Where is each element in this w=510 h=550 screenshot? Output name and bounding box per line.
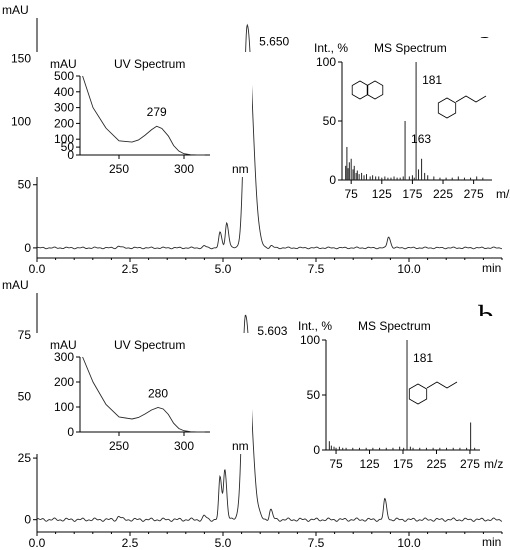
uv-title: UV Spectrum <box>114 338 185 352</box>
uv-x-tick-label: 300 <box>174 162 194 176</box>
ms-y-tick-label: 0 <box>329 173 336 187</box>
ms-y-label: Int., % <box>298 319 332 333</box>
ms-y-label: Int., % <box>314 41 348 55</box>
peak-rt-label: 5.650 <box>259 35 289 49</box>
x-tick-label: 2.5 <box>122 262 139 276</box>
uv-y-tick-label: 200 <box>54 116 74 130</box>
x-tick-label: 2.5 <box>122 536 139 550</box>
y-tick-label: 25 <box>18 451 32 465</box>
ms-y-tick-label: 100 <box>316 55 336 69</box>
ms-y-tick-label: 50 <box>307 388 321 402</box>
y-axis-label: mAU <box>2 3 29 17</box>
uv-title: UV Spectrum <box>114 57 185 71</box>
uv-spectrum-inset: UV Spectrum mAU nm 250 300 0 100 200 300 280 <box>32 333 252 454</box>
uv-x-tick-label: 250 <box>109 439 129 453</box>
y-tick-label: 100 <box>11 115 31 129</box>
ms-peak-label: 181 <box>413 351 433 365</box>
uv-y-tick-label: 200 <box>54 375 74 389</box>
y-tick-label: 75 <box>18 328 32 342</box>
ms-x-tick-label: 75 <box>345 187 359 201</box>
uv-y-tick-label: 300 <box>54 101 74 115</box>
ms-title: MS Spectrum <box>358 319 431 333</box>
uv-y-label: mAU <box>50 338 77 352</box>
y-tick-label: 150 <box>11 51 31 65</box>
chromatogram-b: mAU min 0.0 2.5 5.0 7.5 10.0 0 25 50 75 5.603 UV Spe… <box>2 278 503 550</box>
x-tick-label: 0.0 <box>29 536 46 550</box>
ms-x-label: m/z <box>496 187 510 201</box>
ms-x-tick-label: 125 <box>360 457 380 471</box>
uv-x-tick-label: 300 <box>174 439 194 453</box>
ms-inset-background <box>310 38 510 201</box>
propanoic-chain <box>426 381 458 389</box>
ms-peak-label: 163 <box>411 132 431 146</box>
uv-inset-background <box>32 52 252 177</box>
x-tick-label: 10.0 <box>397 536 421 550</box>
ms-x-tick-label: 175 <box>402 187 422 201</box>
chromatogram-trace <box>36 23 503 250</box>
uv-y-label: mAU <box>50 57 77 71</box>
uv-y-tick-label: 300 <box>54 350 74 364</box>
ms-x-tick-label: 125 <box>372 187 392 201</box>
uv-spectrum-line <box>82 356 205 433</box>
ms-peak-label: 181 <box>422 73 442 87</box>
x-tick-label: 7.5 <box>308 536 325 550</box>
uv-y-tick-label: 0 <box>67 425 74 439</box>
y-tick-label: 0 <box>24 513 31 527</box>
y-axis-label: mAU <box>2 278 29 292</box>
y-tick-label: 0 <box>24 241 31 255</box>
uv-x-tick-label: 250 <box>109 162 129 176</box>
ms-inset-background <box>294 316 503 471</box>
x-tick-label: 5.0 <box>215 262 232 276</box>
uv-y-tick-label: 400 <box>54 85 74 99</box>
x-tick-label: 7.5 <box>308 262 325 276</box>
ms-y-tick-label: 50 <box>323 114 337 128</box>
uv-peak-label: 279 <box>147 105 167 119</box>
ms-x-tick-label: 175 <box>393 457 413 471</box>
peak-rt-label: 5.603 <box>257 324 287 338</box>
uv-x-label: nm <box>232 162 249 176</box>
ms-x-tick-label: 275 <box>464 187 484 201</box>
uv-y-tick-label: 100 <box>54 132 74 146</box>
chromatogram-trace <box>36 314 503 522</box>
uv-x-label: nm <box>232 439 249 453</box>
x-axis-label: min <box>482 535 501 549</box>
ms-spectrum-inset: Int., % MS Spectrum m/z 75 125 175 225 275 0 50 10… <box>310 38 510 201</box>
y-tick-label: 50 <box>18 389 32 403</box>
ms-y-tick-label: 100 <box>300 333 320 347</box>
y-tick-label: 50 <box>18 178 32 192</box>
x-tick-label: 5.0 <box>215 536 232 550</box>
ms-y-tick-label: 0 <box>313 443 320 457</box>
ms-x-tick-label: 275 <box>460 457 480 471</box>
phenyl-ring-structure <box>408 383 428 405</box>
x-axis-label: min <box>482 261 501 275</box>
x-tick-label: 0.0 <box>29 262 46 276</box>
ms-title: MS Spectrum <box>374 41 447 55</box>
uv-y-tick-label: 0 <box>67 148 74 162</box>
ms-spectrum-inset: Int., % MS Spectrum m/z 75 125 175 225 275 0 50 10… <box>294 316 503 471</box>
ms-x-tick-label: 225 <box>433 187 453 201</box>
ms-x-label: m/z <box>484 457 503 471</box>
x-tick-label: 10.0 <box>397 262 421 276</box>
uv-y-tick-label: 100 <box>54 400 74 414</box>
uv-inset-background <box>32 333 252 454</box>
uv-peak-label: 280 <box>148 387 168 401</box>
ms-x-tick-label: 75 <box>329 457 343 471</box>
propanoic-chain <box>455 95 487 103</box>
ms-x-tick-label: 225 <box>426 457 446 471</box>
uv-y-tick-label: 500 <box>54 69 74 83</box>
uv-y-tick-label: 50 <box>61 140 75 154</box>
uv-spectrum-line <box>82 75 205 156</box>
phenyl-ring-structure <box>437 97 457 119</box>
coumarin-ring-b <box>366 80 384 100</box>
